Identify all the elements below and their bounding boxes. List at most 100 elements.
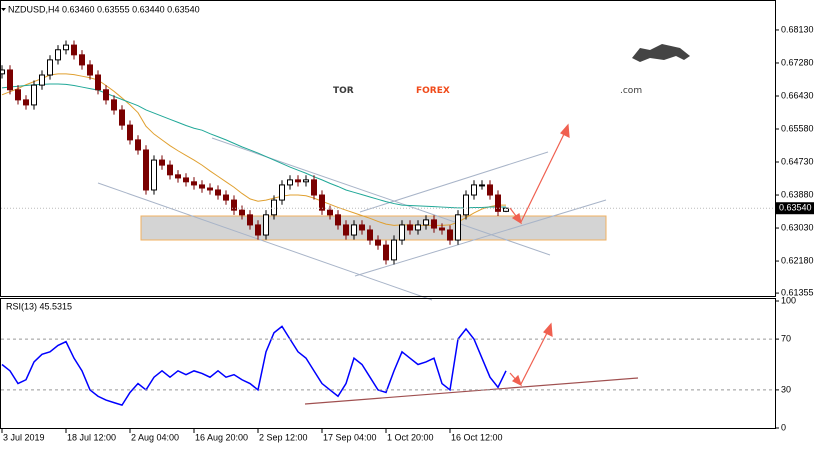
candle-body [271, 199, 277, 216]
candle-body [223, 194, 229, 201]
y-tick-label: 0.62180 [781, 255, 814, 265]
rsi-tick-label: 30 [781, 384, 791, 394]
last-price-label: 0.63540 [779, 203, 812, 213]
candle-body [95, 74, 101, 91]
candle-body [143, 149, 149, 191]
rsi-tick-label: 0 [781, 422, 786, 432]
y-tick-label: 0.61355 [781, 287, 814, 297]
candle-body [455, 214, 461, 241]
candle-body [255, 224, 261, 236]
candle-body [295, 179, 301, 183]
candle-body [351, 224, 357, 236]
x-tick-label: 3 Jul 2019 [3, 432, 45, 442]
candle-body [431, 219, 437, 229]
arrow-head [560, 123, 570, 139]
candle-body [127, 124, 133, 141]
candle-body [0, 69, 5, 75]
y-tick-label: 0.66430 [781, 90, 814, 100]
candle-body [7, 69, 13, 91]
candle-body [159, 159, 165, 166]
candle-body [383, 244, 389, 261]
candle-body [415, 224, 421, 231]
candle-body [439, 227, 445, 231]
candle-body [359, 224, 365, 231]
candle-body [151, 159, 157, 191]
arrow-head [543, 322, 553, 338]
candle-body [63, 44, 69, 51]
x-tick-label: 2 Aug 04:00 [131, 432, 179, 442]
candle-body [471, 184, 477, 196]
arrow-head [511, 374, 523, 387]
candle-body [71, 44, 77, 56]
rsi-tick-label: 70 [781, 333, 791, 343]
candle-body [39, 74, 45, 86]
channel-line [354, 199, 607, 277]
candle-body [199, 184, 205, 189]
x-tick-label: 16 Oct 12:00 [451, 432, 503, 442]
arrow-line [520, 330, 549, 385]
rsi-label: RSI(13) 45.5315 [6, 301, 72, 311]
candle-body [183, 177, 189, 183]
rsi-line [1, 325, 507, 407]
candle-body [15, 89, 21, 101]
y-tick-label: 0.63880 [781, 189, 814, 199]
arrow-head [511, 213, 522, 225]
bull-logo [632, 44, 690, 62]
candle-body [191, 181, 197, 186]
y-tick-label: 0.64730 [781, 156, 814, 166]
header-marker [1, 8, 6, 11]
candle-body [375, 239, 381, 246]
channel-line [359, 151, 549, 213]
rsi-panel-frame [0, 298, 776, 429]
candle-body [495, 194, 501, 212]
watermark-tor: TOR [333, 86, 354, 96]
candle-body [311, 179, 317, 196]
last-price-box [776, 202, 814, 215]
candle-body [135, 139, 141, 151]
y-tick-label: 0.65580 [781, 123, 814, 133]
candle-body [215, 189, 221, 196]
channel-line [97, 182, 433, 301]
candle-body [287, 179, 293, 186]
arrows [509, 123, 570, 387]
moving-average [1, 83, 506, 209]
candle-body [367, 229, 373, 241]
candle-body [247, 214, 253, 226]
candle-body [343, 224, 349, 236]
candle-body [167, 164, 173, 176]
x-tick-label: 2 Sep 12:00 [259, 432, 308, 442]
candle-body [399, 224, 405, 241]
candle-body [319, 194, 325, 211]
candle-body [303, 179, 309, 183]
candle-body [103, 89, 109, 101]
candle-body [175, 174, 181, 179]
moving-average [1, 73, 506, 226]
x-tick-label: 18 Jul 12:00 [67, 432, 116, 442]
candle-body [391, 239, 397, 261]
plot [0, 40, 509, 407]
candle-body [47, 59, 53, 76]
rsi-trend-line [304, 377, 639, 405]
watermark-forex: FOREX [416, 86, 450, 96]
y-tick-label: 0.63030 [781, 222, 814, 232]
price-panel-frame [0, 0, 776, 297]
candle-body [447, 229, 453, 241]
y-tick-label: 0.67280 [781, 57, 814, 67]
candle-body [23, 99, 29, 106]
candle-body [279, 184, 285, 201]
candle-body [207, 187, 213, 191]
candle-body [423, 219, 429, 226]
watermark-com: .com [620, 86, 642, 96]
x-tick-label: 16 Aug 20:00 [195, 432, 248, 442]
rsi-tick-label: 100 [781, 295, 796, 305]
candle-body [79, 54, 85, 66]
symbol-header: NZDUSD,H4 0.63460 0.63555 0.63440 0.6354… [8, 4, 200, 14]
candle-body [487, 184, 493, 196]
candle-body [463, 194, 469, 216]
candle-body [55, 49, 61, 61]
candle-body [231, 199, 237, 211]
candle-body [87, 64, 93, 76]
candle-body [111, 99, 117, 111]
candle-body [327, 209, 333, 216]
